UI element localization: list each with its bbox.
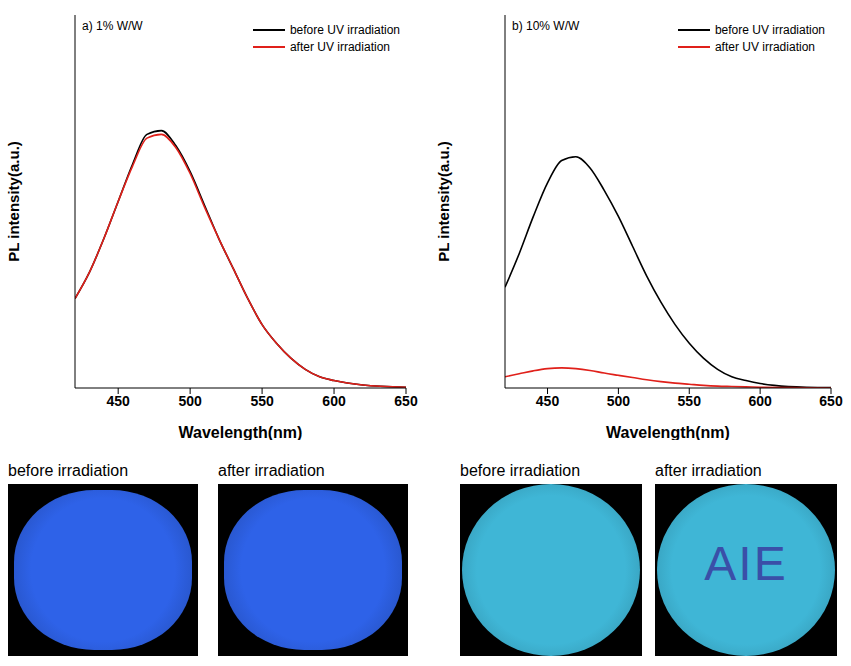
svg-text:Wavelength(nm): Wavelength(nm) [606,424,730,440]
svg-text:450: 450 [106,393,130,409]
svg-text:500: 500 [607,393,631,409]
svg-text:650: 650 [394,393,418,409]
svg-text:650: 650 [819,393,843,409]
html-text:before irradiation: before irradiation [8,462,129,479]
html-text:before UV irradiation: before UV irradiation [289,22,400,37]
html-text:AIE: AIE [704,537,788,590]
svg-text:600: 600 [322,393,346,409]
svg-text:500: 500 [178,393,202,409]
svg-text:550: 550 [678,393,702,409]
html-text:after irradiation: after irradiation [218,462,325,479]
html-text:after irradiation: after irradiation [655,462,762,479]
html-text:b) 10% W/W: b) 10% W/W [512,19,580,33]
svg-text:550: 550 [250,393,274,409]
html-text:a) 1% W/W: a) 1% W/W [82,19,143,33]
svg-text:PL intensity(a.u.): PL intensity(a.u.) [435,141,452,262]
html-text:before UV irradiation: before UV irradiation [714,22,825,37]
svg-text:PL intensity(a.u.): PL intensity(a.u.) [5,141,22,262]
svg-text:450: 450 [536,393,560,409]
html-text:after UV irradiation: after UV irradiation [714,39,815,54]
svg-text:600: 600 [748,393,772,409]
svg-text:Wavelength(nm): Wavelength(nm) [179,424,303,440]
html-text:after UV irradiation: after UV irradiation [289,39,390,54]
html-text:before irradiation: before irradiation [460,462,581,479]
